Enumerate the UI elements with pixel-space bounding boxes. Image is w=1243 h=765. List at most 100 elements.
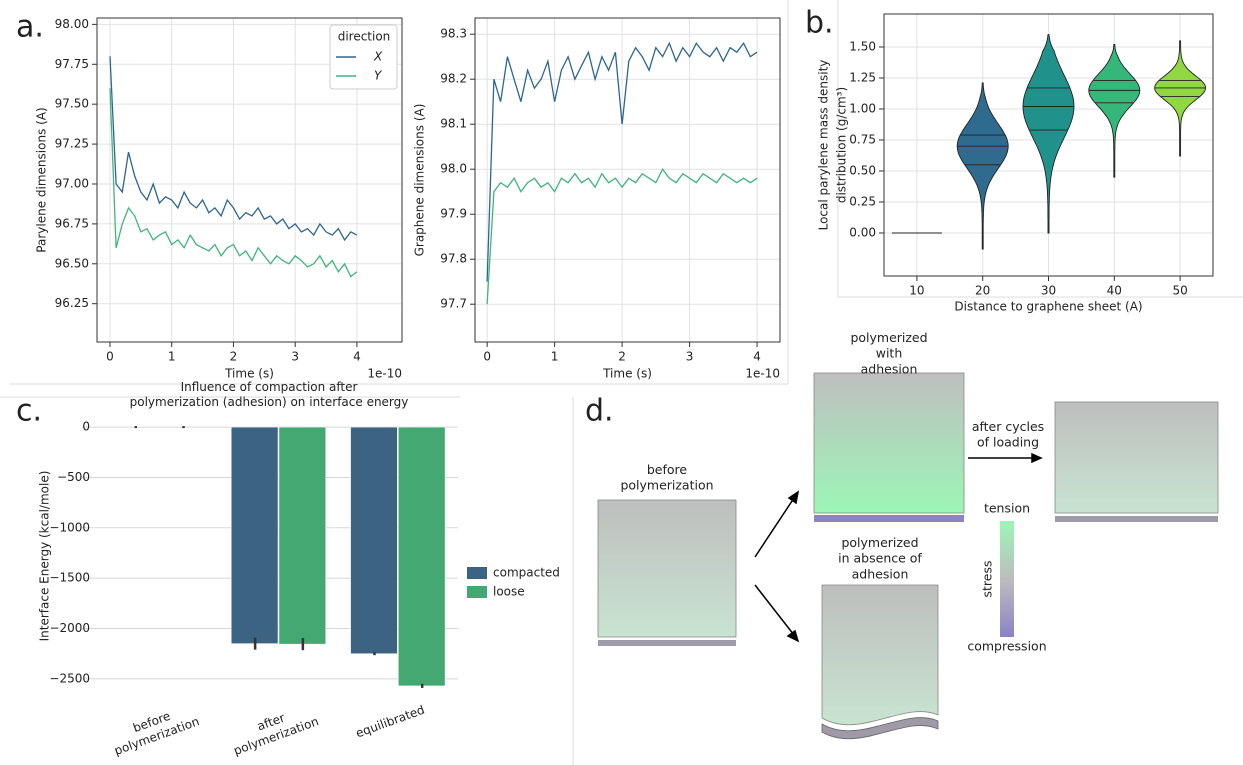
plot-frame: [474, 17, 781, 343]
x-tick-label: 2: [230, 350, 238, 364]
block: [597, 499, 737, 638]
x-tick-label: 3: [686, 350, 694, 364]
y-tick-label: 97.9: [440, 207, 467, 221]
bar: [350, 426, 398, 654]
x-tick-label: afterpolymerization: [226, 700, 320, 758]
violin: [956, 82, 1009, 250]
series-line: [109, 56, 358, 242]
arrows: [754, 452, 1043, 643]
x-tick-label: 1: [551, 350, 559, 364]
panel-label: d.: [585, 394, 614, 429]
y-tick-label: 1.25: [849, 70, 876, 84]
x-tick-label: equilibrated: [354, 703, 427, 741]
bar: [231, 426, 279, 644]
y-tick-label: 97.75: [55, 57, 89, 71]
substrate: [598, 640, 736, 646]
legend-box: [329, 24, 398, 90]
x-tick-label: 20: [975, 284, 990, 298]
legend-label: X: [373, 50, 383, 64]
diagram-label: stress: [980, 561, 995, 598]
y-tick-label: 97.8: [440, 252, 467, 266]
legend-title: direction: [338, 30, 391, 44]
x-tick-label: 2: [618, 350, 626, 364]
x-tick-label: 1: [168, 350, 176, 364]
x-axis-label: Distance to graphene sheet (A): [954, 300, 1142, 314]
y-axis-label: Parylene dimensions (A): [35, 107, 49, 252]
panel-label: a.: [16, 10, 44, 45]
x-tick-label: 0: [106, 350, 114, 364]
panel-label: c.: [16, 394, 42, 429]
bar: [278, 426, 326, 645]
y-tick-label: 97.25: [55, 137, 89, 151]
legend-swatch: [467, 567, 487, 579]
x-axis-label: Time (s): [224, 367, 274, 381]
y-tick-label: 1.00: [849, 101, 876, 115]
diagram-label: polymerized with adhesion: [850, 330, 927, 376]
block: [821, 584, 939, 726]
substrate: [814, 515, 964, 522]
diagram-label: after cycles of loading: [972, 419, 1044, 450]
plot-frame: [96, 17, 403, 343]
x-axis-label: Time (s): [602, 367, 652, 381]
y-tick-label: −1000: [49, 520, 90, 534]
legend-swatch: [467, 586, 487, 598]
legend-label: Y: [374, 69, 383, 83]
block: [1054, 401, 1219, 514]
y-tick-label: 97.7: [440, 297, 467, 311]
violin: [1022, 34, 1075, 234]
y-tick-label: 98.3: [440, 27, 467, 41]
y-tick-label: 98.2: [440, 72, 467, 86]
diagram-label: compression: [967, 639, 1046, 654]
diagram-label: tension: [984, 501, 1030, 516]
legend-label: loose: [493, 585, 525, 599]
y-axis-label: Graphene dimensions (A): [413, 104, 427, 257]
block: [813, 372, 965, 514]
y-tick-label: 96.75: [55, 216, 89, 230]
x-offset-label: 1e-10: [745, 367, 780, 381]
y-tick-label: −1500: [49, 571, 90, 585]
legend-label: compacted: [493, 566, 560, 580]
y-tick-label: 0.00: [849, 225, 876, 239]
diagram: before polymerization polymerized with adhe…: [597, 330, 1219, 740]
diagram-label: polymerized in absence of adhesion: [838, 535, 922, 581]
substrate: [1055, 516, 1218, 522]
series-line: [486, 41, 758, 282]
substrate: [821, 717, 939, 740]
x-tick-label: 10: [909, 284, 924, 298]
y-tick-label: −2000: [49, 621, 90, 635]
y-tick-label: 98.1: [440, 117, 467, 131]
y-tick-label: 96.50: [55, 256, 89, 270]
y-tick-label: 0: [82, 420, 90, 434]
y-axis-label: Interface Energy (kcal/mole): [38, 471, 52, 642]
plot-frame: [883, 13, 1214, 277]
diagram-label: before polymerization: [620, 462, 713, 493]
y-tick-label: 1.50: [849, 39, 876, 53]
x-tick-label: 4: [753, 350, 761, 364]
violin: [1088, 44, 1141, 178]
x-tick-label: 0: [483, 350, 491, 364]
violin: [1154, 40, 1206, 157]
x-tick-label: 40: [1107, 284, 1122, 298]
y-tick-label: 96.25: [55, 296, 89, 310]
x-tick-label: 4: [353, 350, 361, 364]
y-tick-label: 0.75: [849, 132, 876, 146]
y-tick-label: 0.25: [849, 194, 876, 208]
y-axis-label: Local parylene mass density: [817, 60, 831, 231]
stress-scale: [1000, 521, 1014, 637]
y-tick-label: −2500: [49, 671, 90, 685]
x-tick-label: 30: [1041, 284, 1056, 298]
series-line: [486, 167, 758, 305]
y-tick-label: 98.0: [440, 162, 467, 176]
x-tick-label: 3: [291, 350, 299, 364]
y-tick-label: −500: [57, 470, 90, 484]
series-line: [109, 88, 358, 278]
y-tick-label: 0.50: [849, 163, 876, 177]
y-tick-label: 97.50: [55, 97, 89, 111]
x-tick-label: 50: [1172, 284, 1187, 298]
bar: [398, 426, 446, 687]
y-tick-label: 98.00: [55, 17, 89, 31]
y-tick-label: 97.00: [55, 176, 89, 190]
chart-title: Influence of compaction after polymerizat…: [130, 380, 409, 409]
